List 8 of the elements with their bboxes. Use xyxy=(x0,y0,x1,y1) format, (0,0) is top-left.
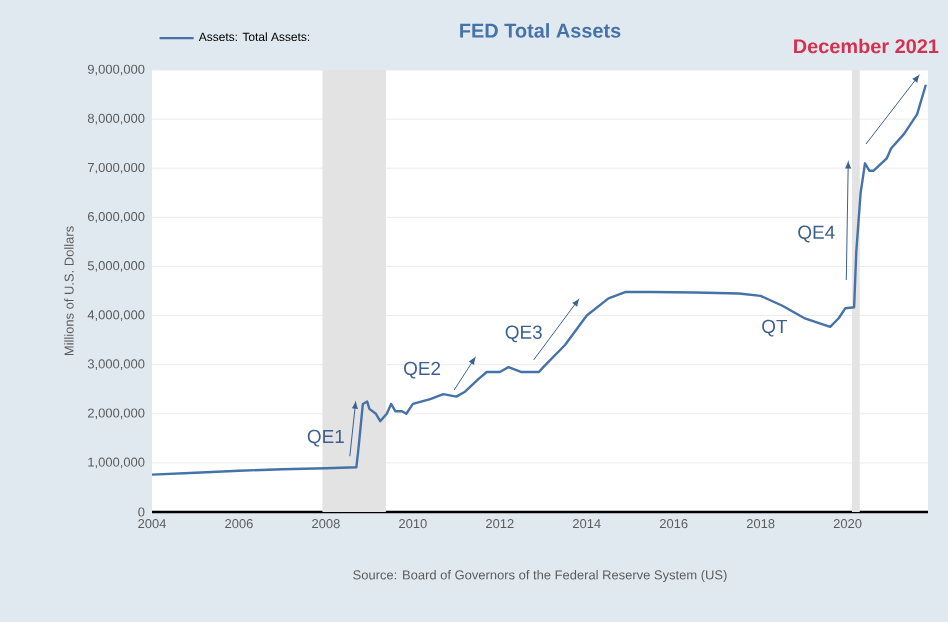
annotation: QE4 xyxy=(798,225,835,243)
annotation: QE2 xyxy=(404,361,441,379)
chart-title: FED Total Assets xyxy=(460,23,621,38)
annotation: QT xyxy=(762,319,788,337)
text: December 2021 xyxy=(794,38,939,54)
annotation: QE1 xyxy=(307,429,344,447)
annotation: QE3 xyxy=(505,325,542,343)
line-series xyxy=(150,83,928,476)
